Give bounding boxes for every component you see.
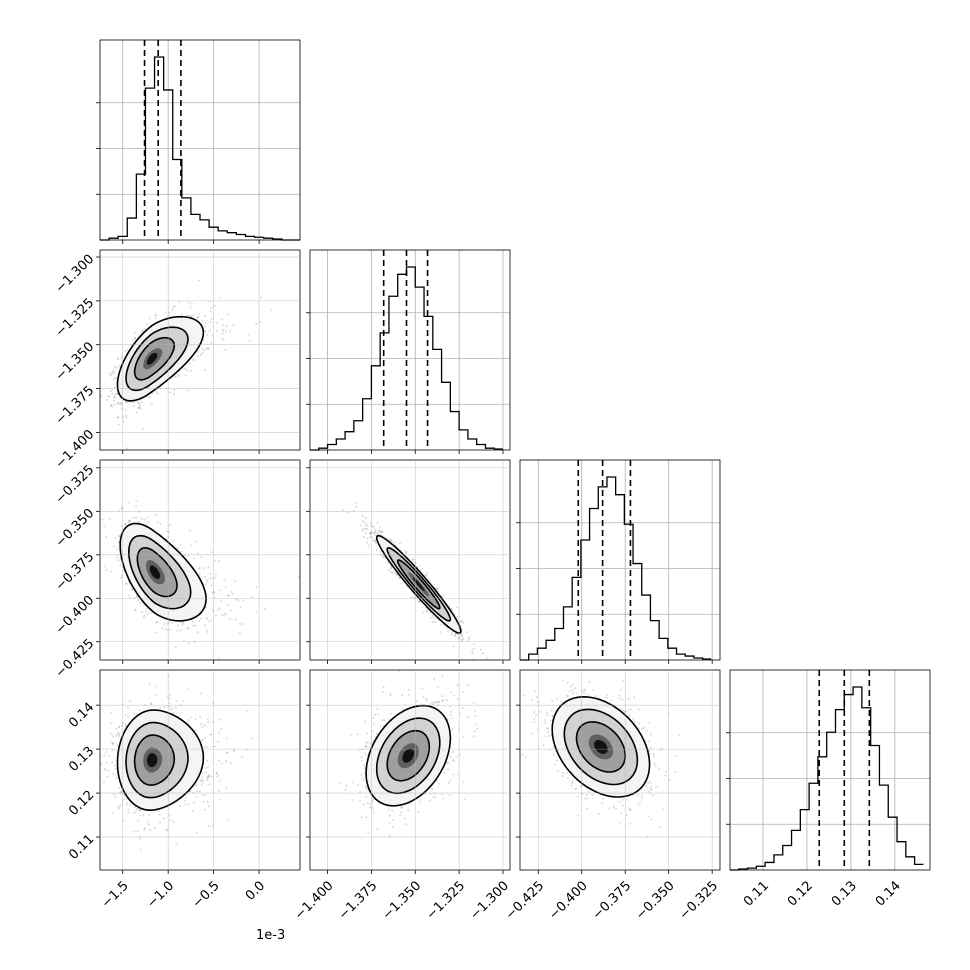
y-tick-label: −1.325 [53, 296, 98, 341]
contour-line [116, 315, 205, 402]
scatter-panel-content [338, 670, 479, 837]
x-tick-label: −0.350 [633, 878, 678, 923]
contour-line [386, 729, 431, 782]
contour-line [375, 534, 462, 634]
y-tick-label: −1.350 [53, 339, 98, 384]
x-tick-label: 0.12 [785, 878, 816, 909]
density-peak [594, 739, 608, 754]
density-peak [149, 565, 161, 579]
scatter-panel-content [100, 279, 273, 450]
contour-line [386, 546, 452, 622]
scatter-frame [99, 249, 301, 451]
contour-line [133, 734, 176, 786]
contour-line [563, 708, 639, 786]
density-peak [147, 352, 158, 365]
scatter-panel-0-2 [96, 459, 301, 664]
x-tick-label: −1.5 [99, 878, 132, 911]
histogram-panel-1 [306, 249, 511, 454]
y-tick-label: −0.425 [53, 636, 98, 681]
contour-line [116, 709, 205, 811]
histogram-step-line [520, 476, 712, 661]
scatter-frame [99, 459, 301, 661]
x-tick-label: 0.14 [873, 878, 904, 909]
x-tick-label: −1.350 [380, 878, 425, 923]
contour-line [375, 717, 441, 795]
histogram-frame [309, 249, 511, 451]
x-tick-label: −1.325 [424, 878, 469, 923]
y-tick-label: −0.375 [53, 549, 98, 594]
histogram-step-line [730, 686, 924, 871]
scatter-frame [99, 669, 301, 871]
x-tick-label: 0.13 [829, 878, 860, 909]
scatter-panel-content [341, 501, 489, 660]
contour-line [575, 721, 627, 773]
contour-line [127, 534, 192, 610]
histogram-step-line [100, 56, 300, 241]
x-tick-label: −0.375 [590, 878, 635, 923]
x-tick-label: −0.425 [503, 878, 548, 923]
histogram-frame [99, 39, 301, 241]
contour-line [136, 546, 178, 598]
corner-plot-panels: −1.300−1.325−1.350−1.375−1.400−0.325−0.3… [53, 39, 931, 923]
density-peak [147, 753, 158, 768]
x-tick-label: −1.375 [336, 878, 381, 923]
y-tick-label: 0.11 [66, 832, 97, 863]
scatter-panel-1-2 [306, 459, 511, 664]
x-tick-label: −0.400 [546, 878, 591, 923]
x-axis-offset-label: 1e-3 [256, 928, 285, 943]
histogram-panel-3 [726, 669, 931, 871]
scatter-frame [309, 459, 511, 661]
scatter-panel-1-3 [306, 669, 511, 874]
contour-line [133, 336, 176, 381]
scatter-panel-0-3 [96, 669, 301, 874]
scatter-frame [309, 669, 511, 871]
scatter-panel-0-1 [96, 249, 301, 454]
y-tick-label: 0.13 [66, 744, 97, 775]
y-tick-label: −1.375 [53, 383, 98, 428]
histogram-panel-0 [96, 39, 301, 244]
contour-line [365, 704, 452, 807]
scatter-panel-content [521, 679, 681, 838]
density-peak [412, 577, 425, 592]
y-tick-label: −0.400 [53, 593, 98, 638]
histogram-frame [519, 459, 721, 661]
y-tick-label: 0.14 [66, 700, 97, 731]
histogram-frame [729, 669, 931, 871]
contour-line [396, 559, 441, 610]
x-tick-label: −1.400 [292, 878, 337, 923]
y-tick-label: −0.350 [53, 506, 98, 551]
scatter-panel-content [100, 675, 260, 851]
density-peak [402, 748, 415, 763]
scatter-frame [519, 669, 721, 871]
histogram-panel-2 [516, 459, 721, 664]
x-tick-label: −1.0 [144, 878, 177, 911]
contour-line [119, 522, 207, 622]
y-tick-label: 0.12 [66, 788, 97, 819]
scatter-panel-2-3 [516, 669, 721, 874]
x-tick-label: 0.11 [741, 878, 772, 909]
y-tick-label: −1.300 [53, 252, 98, 297]
scatter-panel-content [101, 500, 300, 660]
x-tick-label: −0.325 [677, 878, 722, 923]
y-tick-label: −1.400 [53, 427, 98, 472]
x-tick-label: 0.0 [243, 878, 268, 903]
x-tick-label: −0.5 [190, 878, 223, 911]
